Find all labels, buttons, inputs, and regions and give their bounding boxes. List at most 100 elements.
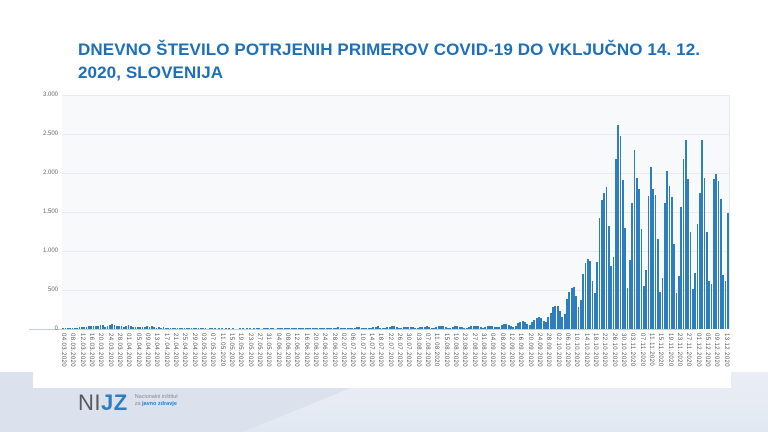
bar [150, 326, 153, 329]
x-axis-label: 25.04.2020 [181, 333, 188, 368]
bar [272, 328, 274, 329]
y-axis-label: 2.500 [42, 131, 58, 137]
bar [286, 328, 288, 329]
tagline-line1: Nacionalni inštitut [134, 394, 178, 400]
bar [241, 328, 244, 329]
bar [293, 328, 295, 329]
bar [496, 327, 498, 329]
bar [428, 326, 431, 329]
bar [157, 327, 160, 329]
x-axis-label: 05.12.2020 [703, 333, 710, 368]
bar [106, 325, 109, 329]
bar [701, 140, 704, 329]
bar [689, 231, 692, 329]
x-axis-label: 28.06.2020 [330, 333, 337, 368]
x-axis-label: 29.04.2020 [190, 333, 197, 368]
bar [92, 325, 95, 329]
chart-card: DNEVNO ŠTEVILO POTRJENIH PRIMEROV COVID-… [33, 0, 731, 388]
bar [654, 194, 657, 329]
bar [461, 326, 463, 329]
x-axis-label: 20.06.2020 [312, 333, 319, 368]
bar [712, 179, 715, 329]
bar [332, 328, 335, 329]
x-axis-label: 15.08.2020 [442, 333, 449, 368]
bar [563, 314, 566, 329]
bar [598, 218, 601, 329]
x-axis-label: 28.03.2020 [116, 333, 123, 368]
bar [269, 328, 272, 329]
logo-wordmark: NIJZ [78, 390, 128, 416]
x-axis-label: 19.11.2020 [666, 333, 673, 367]
bar [666, 171, 669, 329]
bar [318, 328, 321, 329]
bar [367, 328, 370, 329]
bar [673, 243, 676, 329]
x-axis-label: 07.11.2020 [638, 333, 645, 367]
bar [426, 325, 428, 329]
bar [66, 328, 69, 329]
bar [614, 158, 617, 329]
x-axis-label: 02.10.2020 [554, 333, 561, 368]
bar [307, 328, 309, 329]
x-axis-label: 13.04.2020 [153, 333, 160, 368]
bar [645, 269, 648, 329]
bar [349, 328, 351, 329]
bar [111, 324, 114, 329]
x-axis-label: 16.03.2020 [88, 333, 95, 368]
bar [202, 328, 205, 329]
x-axis-label: 23.08.2020 [461, 333, 468, 368]
bar [517, 323, 519, 329]
bar [696, 223, 699, 329]
x-axis-label: 19.08.2020 [451, 333, 458, 368]
bar [544, 322, 547, 329]
bar [370, 328, 372, 329]
bar [164, 328, 167, 329]
bar [698, 192, 701, 329]
bar [538, 317, 540, 329]
x-axis-label: 23.11.2020 [675, 333, 682, 367]
x-axis-line [29, 329, 697, 330]
bar [677, 275, 680, 329]
x-axis-label: 13.12.2020 [722, 333, 729, 368]
bar [435, 327, 438, 329]
bar [423, 326, 426, 329]
bar [108, 324, 111, 329]
bar [171, 328, 174, 329]
bar [407, 326, 410, 329]
bar [400, 328, 403, 329]
bar [167, 328, 170, 329]
x-axis-label: 11.05.2020 [218, 333, 225, 367]
y-axis-label: 500 [47, 287, 58, 293]
y-axis-label: 1.500 [42, 209, 58, 215]
bar [715, 173, 718, 329]
bar [421, 327, 424, 329]
x-axis-label: 17.04.2020 [162, 333, 169, 368]
x-axis-label: 03.05.2020 [200, 333, 207, 368]
x-axis-label: 27.11.2020 [685, 333, 692, 367]
bar [561, 317, 564, 329]
x-axis-label: 10.07.2020 [358, 333, 365, 368]
bar [174, 328, 177, 329]
x-axis-label: 07.08.2020 [423, 333, 430, 368]
bar [325, 327, 328, 329]
bar [440, 326, 442, 329]
bar [365, 328, 368, 329]
bar [663, 202, 666, 329]
y-axis-label: 2.000 [42, 170, 58, 176]
bar [377, 326, 379, 329]
bar [647, 196, 650, 329]
bar [600, 199, 603, 329]
bar [482, 327, 484, 329]
bar [507, 324, 510, 329]
bar [204, 328, 207, 329]
bar [181, 328, 184, 329]
bar [668, 186, 671, 329]
x-axis-label: 28.09.2020 [545, 333, 552, 368]
bar [475, 325, 477, 329]
bar [300, 328, 302, 329]
bar [337, 327, 340, 329]
bar [153, 327, 156, 329]
x-axis-label: 16.09.2020 [517, 333, 524, 368]
bar [558, 311, 561, 329]
bar [199, 328, 202, 329]
